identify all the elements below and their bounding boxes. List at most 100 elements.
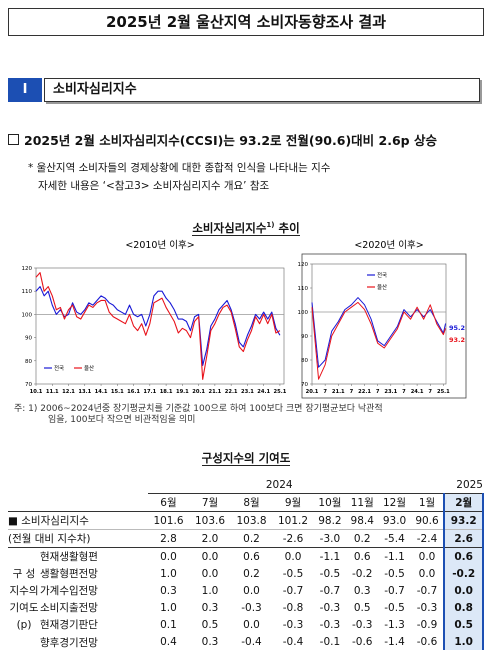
cell: 1.0 xyxy=(201,584,219,597)
note: * 울산지역 소비자들의 경제상황에 대한 종합적 인식을 나타내는 지수 xyxy=(28,162,331,174)
footnote: 주: 1) 2006~2024년중 장기평균치를 기준값 100으로 하여 10… xyxy=(14,404,383,414)
y-tick-label: 90 xyxy=(301,334,308,340)
row-label: 현재생활형편 xyxy=(40,551,98,563)
cell: 0.0 xyxy=(243,618,260,631)
cell: -0.3 xyxy=(351,618,373,631)
cell: 0.6 xyxy=(353,550,371,563)
cell: 0.2 xyxy=(243,567,260,580)
group-label: 구 성 지수의 기여도 (p) xyxy=(8,548,40,650)
cell: -0.8 xyxy=(282,601,304,614)
cell: -1.3 xyxy=(384,618,405,631)
x-tick-label: 12.1 xyxy=(62,389,75,395)
month-header: 1월 xyxy=(410,493,445,512)
cell: 0.0 xyxy=(201,550,219,563)
y-tick-label: 120 xyxy=(298,262,309,268)
figure-title: 소비자심리지수1) 추이 xyxy=(0,220,492,236)
cell: 103.6 xyxy=(189,511,231,530)
chart-subtitle: <2010년 이후> xyxy=(125,240,194,251)
month-header: 8월 xyxy=(230,493,273,512)
legend-label: 전국 xyxy=(377,271,387,279)
table-row: 생활형편전망 1.0 0.0 0.2 -0.5 -0.5 -0.2 -0.5 0.0 -0.2 xyxy=(8,565,484,582)
series-line xyxy=(311,297,447,368)
table-row: 소비지출전망 1.0 0.3 -0.3 -0.8 -0.3 0.5 -0.5 -0.3 0.8 xyxy=(8,599,484,616)
cell: -0.7 xyxy=(384,584,405,597)
cell: -1.1 xyxy=(319,550,341,563)
table-row: 가계수입전망 0.3 1.0 0.0 -0.7 -0.7 0.3 -0.7 -0.7 0.0 xyxy=(8,582,484,599)
cell: 0.2 xyxy=(230,529,273,548)
table-row: 향후경기전망 0.4 0.3 -0.4 -0.4 -0.1 -0.6 -1.4 -0.6 1.0 xyxy=(8,633,484,650)
cell: 0.0 xyxy=(284,550,302,563)
cell: -0.7 xyxy=(282,584,304,597)
month-header: 11월 xyxy=(346,493,379,512)
footnote-mark: 1) xyxy=(266,221,275,230)
cell: -3.0 xyxy=(313,529,347,548)
end-label: 95.2 xyxy=(449,324,465,332)
year-header: 2025 xyxy=(410,476,483,494)
cell: 93.2 xyxy=(443,511,484,530)
cell: 0.5 xyxy=(201,618,219,631)
cell: 98.2 xyxy=(313,511,347,530)
x-tick-label: 19.1 xyxy=(176,389,189,395)
header-row: 2024 2025 xyxy=(8,476,483,494)
cell: 0.3 xyxy=(201,601,219,614)
table: 2024 2025 6월 7월 8월 9월 10월 11월 12월 1월 2월 ■ 소비자심리지수 10… xyxy=(8,476,484,650)
month-header: 10월 xyxy=(313,493,347,512)
cell: -1.1 xyxy=(384,550,405,563)
cell: 0.0 xyxy=(201,567,219,580)
y-tick-label: 80 xyxy=(25,359,32,365)
cell: 0.6 xyxy=(243,550,260,563)
cell: 2.0 xyxy=(189,529,231,548)
row-label: 향후경기전망 xyxy=(40,636,98,649)
cell: 2.8 xyxy=(147,529,190,548)
month-header: 7월 xyxy=(189,493,231,512)
headline: 2025년 2월 소비자심리지수(CCSI)는 93.2로 전월(90.6)대비… xyxy=(24,133,437,148)
x-tick-label: 17.1 xyxy=(143,389,156,395)
cell: -0.3 xyxy=(319,618,341,631)
table-title: 구성지수의 기여도 xyxy=(0,450,492,466)
note: 자세한 내용은 ‘<참고3> 소비자심리지수 개요’ 참조 xyxy=(38,180,270,192)
legend-label: 전국 xyxy=(54,364,64,372)
row-label: ■ 소비자심리지수 xyxy=(8,511,148,530)
row-label: 현재경기판단 xyxy=(40,619,98,631)
cell: -0.6 xyxy=(416,636,438,648)
cell: -2.6 xyxy=(272,529,314,548)
series-line xyxy=(311,301,447,380)
header-row: 6월 7월 8월 9월 10월 11월 12월 1월 2월 xyxy=(8,493,484,512)
x-tick-label: 21.1 xyxy=(208,389,221,395)
x-tick-label: 13.1 xyxy=(78,389,91,395)
chart-frame xyxy=(301,253,467,399)
cell: 103.8 xyxy=(230,511,273,530)
empty-cell xyxy=(8,476,148,494)
cell: 2.6 xyxy=(443,529,484,548)
cell: -0.3 xyxy=(282,618,304,631)
section-number: I xyxy=(8,78,42,102)
cell: 90.6 xyxy=(410,511,445,530)
section-title: 소비자심리지수 xyxy=(44,78,480,102)
cell: 1.0 xyxy=(443,633,484,650)
x-tick-label: 22.1 xyxy=(358,389,371,395)
page-title: 2025년 2월 울산지역 소비자동향조사 결과 xyxy=(8,8,484,36)
month-header: 6월 xyxy=(147,493,190,512)
cell: 0.3 xyxy=(201,636,219,648)
legend-label: 울산 xyxy=(84,364,94,372)
x-tick-label: 24.1 xyxy=(257,389,270,395)
series-line xyxy=(35,272,281,380)
cell: -0.9 xyxy=(416,618,438,631)
cell: -0.6 xyxy=(351,636,373,648)
cell: 0.6 xyxy=(443,547,484,565)
cell: 0.0 xyxy=(418,567,436,580)
cell: 1.0 xyxy=(160,567,177,580)
x-tick-label: 7 xyxy=(350,389,354,395)
year-header: 2024 xyxy=(147,476,411,494)
cell: 0.0 xyxy=(160,550,177,563)
y-tick-label: 90 xyxy=(25,336,32,342)
row-label: (전월 대비 지수차) xyxy=(8,529,148,548)
cell: 0.0 xyxy=(243,584,260,597)
x-tick-label: 15.1 xyxy=(111,389,124,395)
cell: 0.5 xyxy=(443,616,484,633)
y-tick-label: 120 xyxy=(22,266,33,272)
x-tick-label: 16.1 xyxy=(127,389,140,395)
x-tick-label: 7 xyxy=(428,389,432,395)
y-tick-label: 110 xyxy=(298,286,309,292)
